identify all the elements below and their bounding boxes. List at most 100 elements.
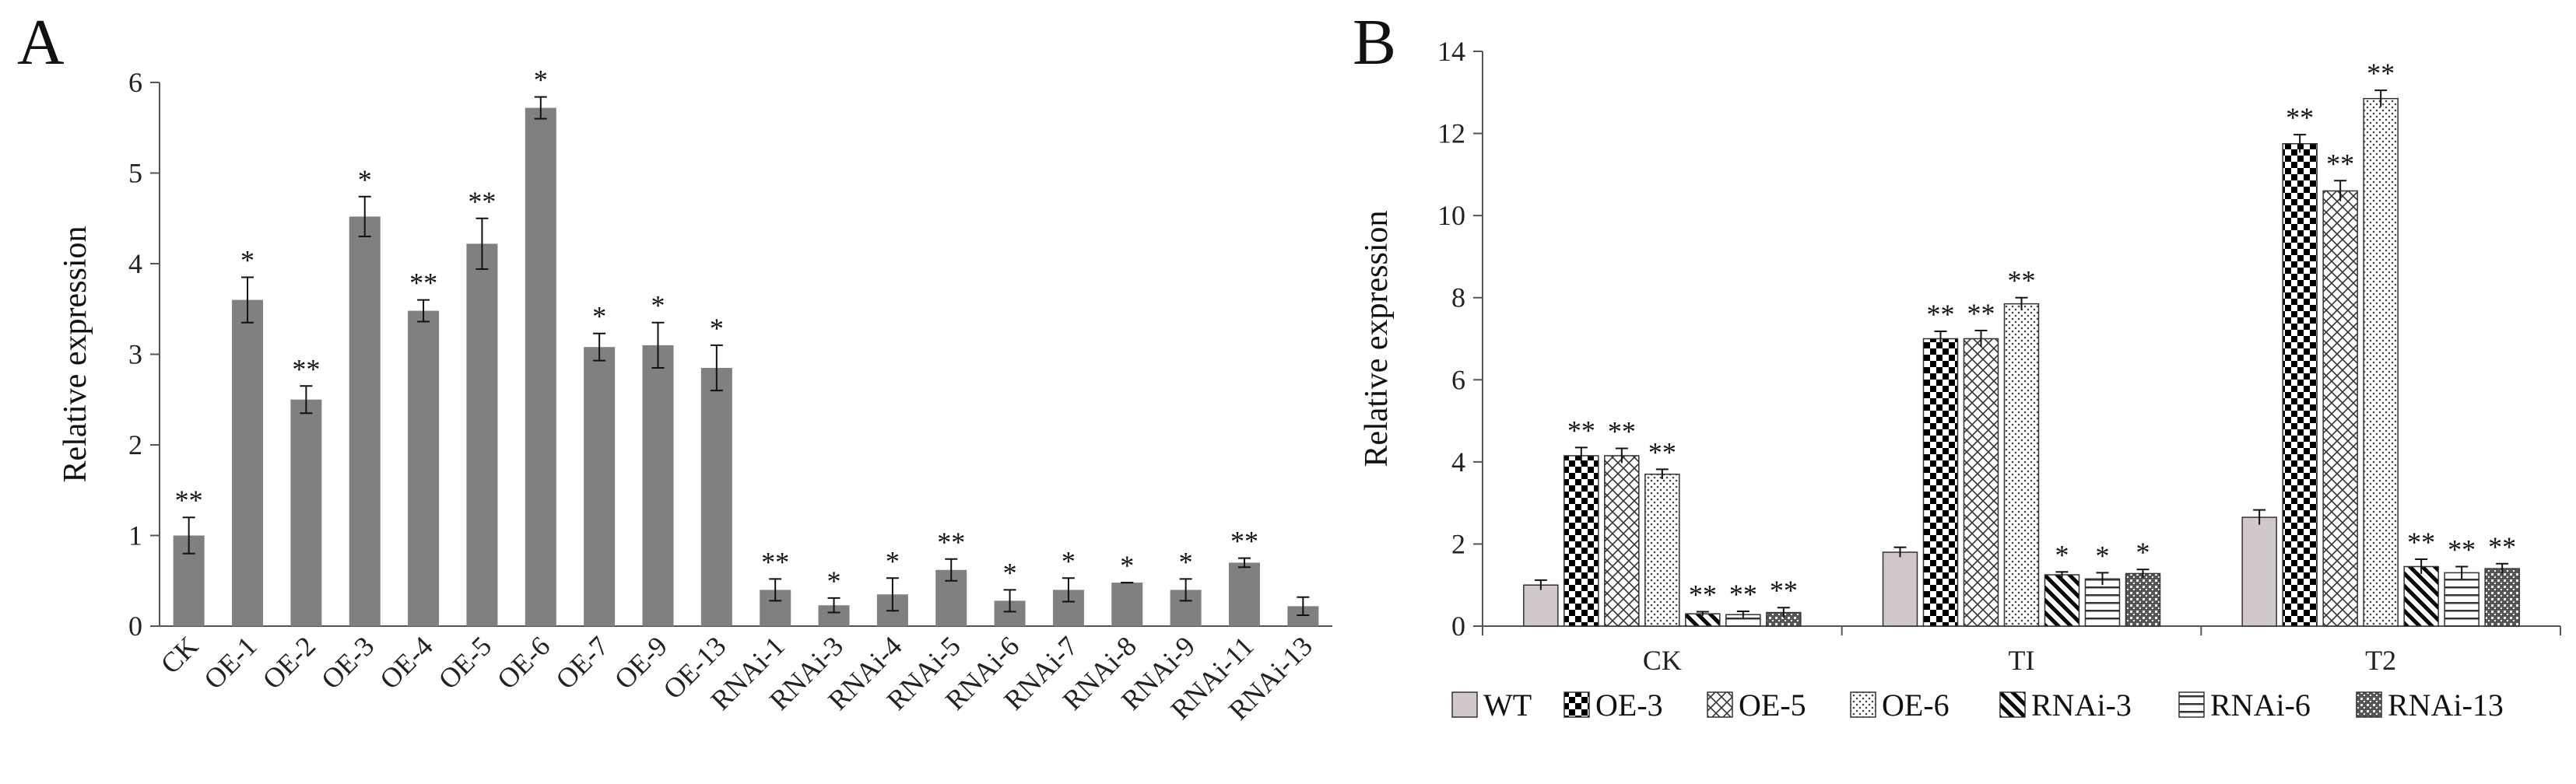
panel-label-b: B [1353,6,1396,79]
significance-marker: ** [2367,58,2395,89]
bar-oe-2 [290,399,322,626]
y-tick-label: 10 [1437,200,1465,231]
significance-marker: * [1179,546,1193,577]
significance-marker: * [358,164,372,195]
y-tick-label: 0 [1451,611,1465,642]
legend-swatch-rnai-6 [2178,691,2205,718]
significance-marker: ** [2488,531,2516,562]
y-tick-label: 0 [128,611,142,642]
bar-oe-3-ck [1563,455,1599,627]
bar-oe-9 [642,345,674,626]
bar-oe-3 [349,216,381,626]
significance-marker: * [886,545,900,576]
x-category-label: CK [1643,645,1682,676]
bar-rnai-3-ti [2044,574,2080,627]
bar-oe-5-ck [1604,455,1640,627]
significance-marker: ** [2448,534,2476,565]
significance-marker: ** [1648,436,1676,467]
bar-wt-ti [1882,551,1918,627]
significance-marker: ** [2326,148,2354,179]
significance-marker: * [1003,557,1017,588]
bar-oe-3-ti [1922,338,1959,627]
legend-label: OE-5 [1739,688,1806,723]
significance-marker: * [240,244,254,275]
bar-oe-6 [525,107,556,626]
bar-oe-4 [408,310,440,626]
legend-swatch-rnai-13 [2356,691,2382,718]
significance-marker: ** [1230,526,1258,557]
legend-label: RNAi-6 [2210,688,2311,723]
significance-marker: * [534,65,548,96]
y-tick-label: 8 [1451,282,1465,313]
y-tick-label: 14 [1437,36,1465,67]
bar-rnai-6-ti [2084,578,2121,627]
bar-wt-t2 [2241,516,2277,627]
x-tick-label: OE-1 [198,630,262,695]
bar-oe-6-ck [1644,473,1680,627]
significance-marker: ** [2407,527,2435,558]
significance-marker: * [651,290,665,321]
x-category-label: T2 [2365,645,2396,676]
y-tick-label: 2 [1451,528,1465,559]
significance-marker: * [2096,540,2110,571]
significance-marker: ** [2008,265,2036,296]
legend-label: RNAi-13 [2388,688,2504,723]
significance-marker: ** [468,186,496,217]
bar-oe-3-t2 [2282,143,2318,627]
y-tick-label: 6 [1451,364,1465,395]
y-tick-label: 5 [128,158,142,189]
legend-label: OE-6 [1882,688,1950,723]
bar-rnai-13-t2 [2484,568,2520,627]
x-tick-label: CK [155,630,205,680]
x-tick-label: OE-4 [374,630,438,695]
x-tick-label: OE-3 [315,630,380,695]
significance-marker: ** [761,546,789,577]
significance-marker: ** [1967,298,1995,329]
y-tick-label: 4 [128,248,142,279]
significance-marker: * [710,313,724,344]
y-tick-label: 6 [128,67,142,98]
significance-marker: ** [1608,415,1636,446]
significance-marker: ** [2286,102,2314,133]
legend-swatch-wt [1451,691,1478,718]
significance-marker: * [2055,539,2069,570]
bar-rnai-3-t2 [2403,565,2439,627]
legend-swatch-oe-5 [1707,691,1733,718]
bar-oe-5-t2 [2322,190,2358,627]
bar-oe-6-t2 [2363,97,2399,627]
significance-marker: ** [937,527,965,558]
y-tick-label: 3 [128,339,142,370]
x-tick-label: OE-6 [491,630,556,695]
legend-label: OE-3 [1595,688,1663,723]
bar-oe-5 [466,243,498,626]
x-tick-label: OE-7 [549,630,614,695]
x-tick-label: OE-5 [433,630,497,695]
legend-label: WT [1483,688,1532,723]
legend-label: RNAi-3 [2031,688,2132,723]
x-tick-label: OE-2 [257,630,321,695]
bar-oe-13 [700,367,732,626]
significance-marker: ** [1689,579,1717,611]
bar-rnai-11 [1228,562,1260,626]
bar-rnai-6-t2 [2444,572,2479,627]
significance-marker: ** [292,353,320,384]
bar-oe-7 [584,347,616,626]
significance-marker: * [1062,545,1076,576]
bar-rnai-8 [1111,583,1143,626]
significance-marker: ** [409,268,437,299]
significance-marker: ** [1567,415,1595,446]
significance-marker: ** [1927,299,1955,330]
y-tick-label: 2 [128,429,142,460]
y-tick-label: 12 [1437,118,1465,149]
significance-marker: ** [1729,579,1757,610]
significance-marker: ** [1770,575,1798,606]
y-axis-label: Relative expression [58,226,93,482]
y-tick-label: 4 [1451,446,1465,478]
panel-label-a: A [17,6,65,79]
bar-oe-5-ti [1963,338,1999,627]
legend-swatch-rnai-3 [1999,691,2026,718]
legend-swatch-oe-6 [1850,691,1876,718]
